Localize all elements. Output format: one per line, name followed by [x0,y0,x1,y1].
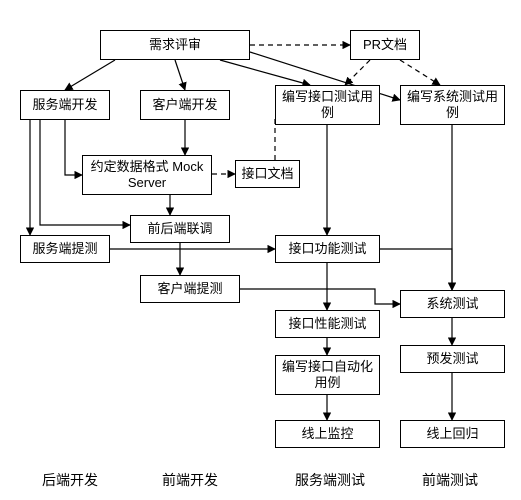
node-itc: 编写接口测试用例 [275,85,380,125]
node-req: 需求评审 [100,30,250,60]
node-clidev: 客户端开发 [140,90,230,120]
node-stc: 编写系统测试用例 [400,85,505,125]
edge-req-srvdev [65,60,115,90]
node-pretest: 预发测试 [400,345,505,373]
edge-srvdev-mock [65,120,82,175]
edge-pr-stc [400,60,440,85]
edge-req-itc [220,60,310,85]
node-monitor: 线上监控 [275,420,380,448]
node-apidoc: 接口文档 [235,160,300,188]
node-pr: PR文档 [350,30,420,60]
node-joint: 前后端联调 [130,215,230,243]
edge-pr-itc [345,60,370,85]
node-regress: 线上回归 [400,420,505,448]
node-apiauto: 编写接口自动化用例 [275,355,380,395]
footer-backend: 后端开发 [30,470,110,490]
node-srvdev: 服务端开发 [20,90,110,120]
edge-clitest-systest [240,289,400,304]
edge-req-clidev [175,60,185,90]
footer-frontend: 前端开发 [150,470,230,490]
node-srvtest: 服务端提测 [20,235,110,263]
node-systest: 系统测试 [400,290,505,318]
node-apiperf: 接口性能测试 [275,310,380,338]
node-apifunc: 接口功能测试 [275,235,380,263]
flowchart-canvas: 需求评审 PR文档服务端开发客户端开发 编写接口测试用例编写系统测试用例约定数据格式… [0,0,521,500]
node-mock: 约定数据格式 Mock Server [82,155,212,195]
edge-apifunc-systest [380,249,452,290]
node-clitest: 客户端提测 [140,275,240,303]
footer-feside: 前端测试 [410,470,490,490]
footer-srvside: 服务端测试 [285,470,375,490]
